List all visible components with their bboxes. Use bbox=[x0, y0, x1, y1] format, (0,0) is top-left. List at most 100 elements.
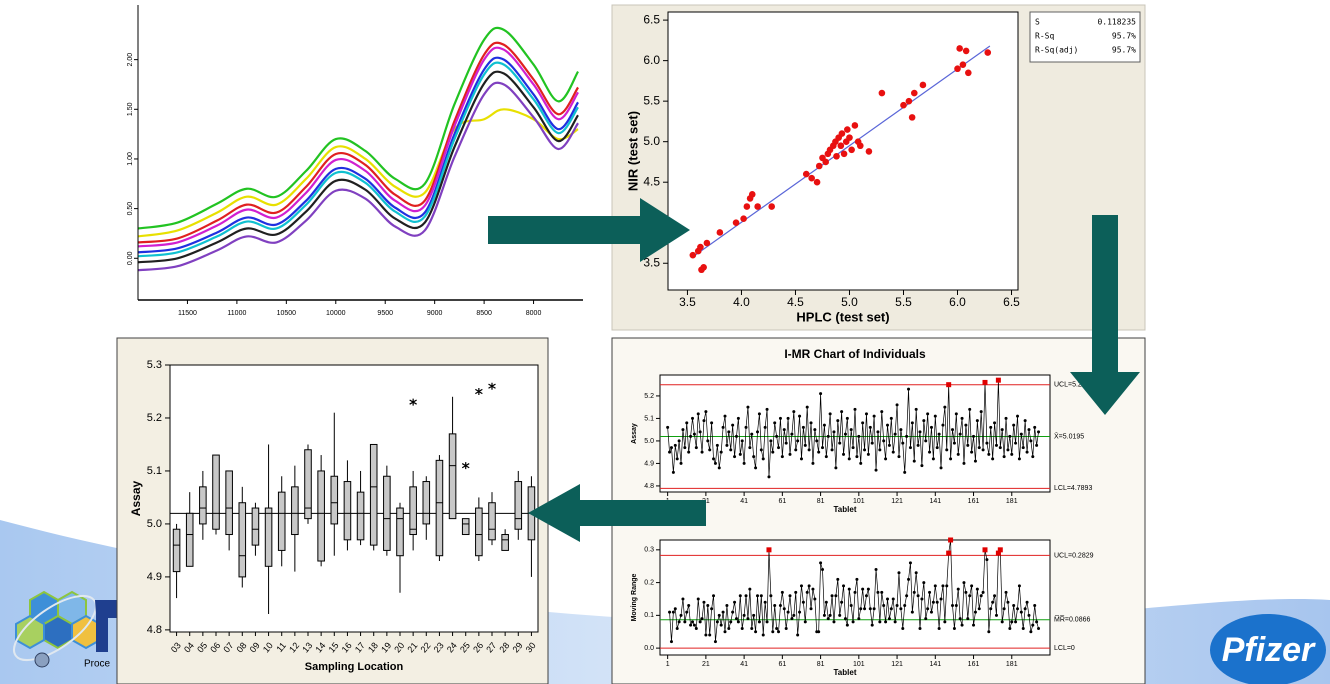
point bbox=[993, 594, 997, 598]
x-tick-label: 3.5 bbox=[679, 295, 696, 309]
point bbox=[819, 561, 823, 565]
point bbox=[968, 594, 972, 598]
out-of-control-point bbox=[982, 547, 988, 553]
scatter-point bbox=[846, 134, 853, 141]
x-tick-label: 41 bbox=[740, 498, 748, 505]
x-tick-label: 19 bbox=[379, 640, 393, 654]
x-tick-label: 05 bbox=[195, 640, 209, 654]
point bbox=[907, 577, 911, 581]
scatter-point bbox=[815, 162, 823, 170]
point bbox=[1012, 604, 1016, 608]
point bbox=[668, 610, 672, 614]
stats-box bbox=[1029, 11, 1141, 63]
point bbox=[928, 450, 932, 454]
point bbox=[1029, 439, 1033, 443]
point bbox=[1000, 620, 1004, 624]
x-tick-label: 11000 bbox=[227, 310, 246, 317]
point bbox=[754, 630, 758, 634]
point bbox=[1033, 425, 1037, 429]
x-tick-label: 28 bbox=[497, 640, 511, 654]
box bbox=[409, 486, 417, 536]
spectrum-line bbox=[137, 70, 579, 264]
point bbox=[817, 630, 821, 634]
point bbox=[752, 613, 756, 617]
point bbox=[1016, 414, 1019, 418]
point bbox=[855, 455, 859, 459]
x-tick-label: 61 bbox=[778, 498, 786, 505]
point bbox=[1006, 600, 1010, 604]
point bbox=[1016, 607, 1019, 611]
point bbox=[790, 617, 794, 621]
y-tick-label: 2.00 bbox=[127, 53, 134, 67]
x-tick-label: 03 bbox=[169, 640, 183, 654]
x-tick-label: 10 bbox=[261, 640, 275, 654]
x-tick-label: 23 bbox=[432, 640, 446, 654]
scatter-point bbox=[716, 229, 724, 236]
point bbox=[849, 604, 853, 608]
spectrum-line bbox=[137, 26, 580, 230]
point bbox=[778, 416, 782, 420]
point bbox=[696, 412, 700, 416]
series-line bbox=[669, 539, 1039, 642]
out-of-control-point bbox=[946, 550, 952, 556]
stat-value: 95.7% bbox=[1112, 32, 1136, 41]
point bbox=[972, 623, 976, 627]
point bbox=[805, 405, 809, 409]
y-tick-label: 4.5 bbox=[643, 174, 660, 188]
point bbox=[698, 430, 702, 434]
point bbox=[861, 421, 865, 425]
point bbox=[899, 428, 903, 432]
point bbox=[985, 441, 989, 445]
point bbox=[931, 457, 935, 461]
x-tick-label: 08 bbox=[235, 640, 249, 654]
box bbox=[461, 518, 470, 536]
point bbox=[799, 457, 803, 461]
x-tick-label: 21 bbox=[405, 640, 419, 654]
x-tick-label: 29 bbox=[511, 640, 525, 654]
point bbox=[1000, 428, 1004, 432]
point bbox=[801, 425, 805, 429]
point bbox=[782, 428, 786, 432]
logo-hex bbox=[15, 614, 45, 650]
scatter-point bbox=[698, 266, 705, 274]
point bbox=[843, 617, 847, 621]
point bbox=[715, 620, 719, 624]
point bbox=[832, 620, 836, 624]
y-tick-label: 4.9 bbox=[644, 460, 654, 467]
point bbox=[998, 446, 1002, 450]
point bbox=[874, 567, 878, 571]
point bbox=[842, 452, 846, 456]
scatter-point bbox=[743, 203, 751, 210]
point bbox=[713, 461, 717, 465]
point bbox=[842, 584, 846, 588]
point bbox=[864, 412, 868, 416]
point bbox=[729, 620, 733, 624]
point bbox=[792, 613, 796, 617]
point bbox=[784, 441, 788, 445]
point bbox=[910, 610, 914, 614]
out-of-control-point bbox=[995, 550, 1001, 556]
box bbox=[277, 491, 286, 551]
point bbox=[750, 626, 754, 630]
point bbox=[1002, 607, 1006, 611]
box bbox=[304, 449, 312, 520]
point bbox=[914, 407, 918, 411]
x-tick-label: 27 bbox=[484, 640, 498, 654]
x-tick-label: 101 bbox=[853, 498, 865, 505]
point bbox=[773, 604, 777, 608]
scatter-point bbox=[954, 65, 961, 73]
point bbox=[669, 446, 673, 450]
point bbox=[736, 620, 740, 624]
limit-label: UCL=5.2498 bbox=[1054, 382, 1094, 389]
point bbox=[926, 412, 930, 416]
point bbox=[970, 450, 974, 454]
point bbox=[1023, 607, 1027, 611]
point bbox=[937, 626, 941, 630]
point bbox=[765, 407, 769, 411]
point bbox=[771, 450, 775, 454]
point bbox=[710, 607, 714, 611]
scatter-point bbox=[905, 97, 913, 105]
point bbox=[886, 597, 889, 601]
